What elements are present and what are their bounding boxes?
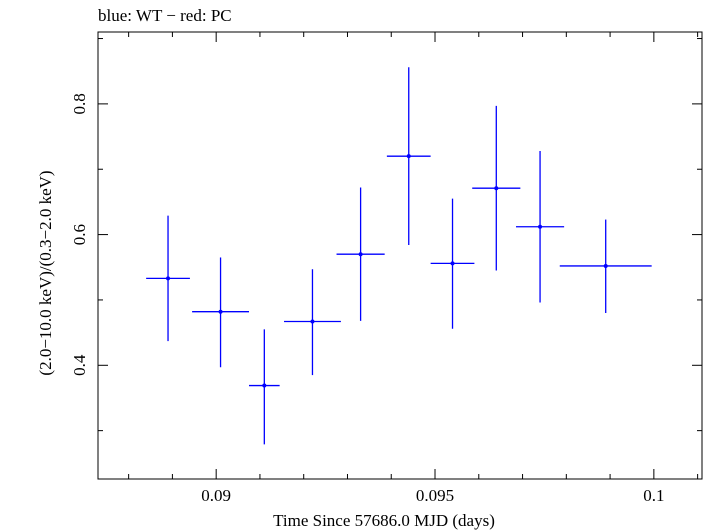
data-point	[262, 383, 267, 388]
y-tick-label: 0.6	[70, 224, 89, 245]
data-point	[538, 224, 543, 229]
data-point	[218, 309, 223, 314]
plot-border	[97, 31, 703, 480]
x-tick-label: 0.09	[201, 486, 231, 505]
y-tick-label: 0.4	[70, 354, 89, 376]
data-marks	[146, 67, 652, 445]
data-point	[494, 186, 499, 191]
y-tick-label: 0.8	[70, 93, 89, 114]
data-point	[166, 276, 171, 281]
data-point	[603, 263, 608, 268]
plot-frame	[97, 31, 703, 480]
chart-title: blue: WT − red: PC	[98, 6, 232, 25]
data-point	[450, 261, 455, 266]
data-point	[406, 154, 411, 159]
x-axis-label: Time Since 57686.0 MJD (days)	[273, 511, 495, 530]
y-axis-label: (2.0−10.0 keV)/(0.3−2.0 keV)	[36, 170, 55, 375]
data-point	[358, 252, 363, 257]
data-point	[310, 319, 315, 324]
x-tick-label: 0.1	[643, 486, 664, 505]
axis-ticks: 0.09 0.095 0.1 0.4 0.6 0.8	[70, 32, 702, 505]
x-tick-label: 0.095	[416, 486, 454, 505]
